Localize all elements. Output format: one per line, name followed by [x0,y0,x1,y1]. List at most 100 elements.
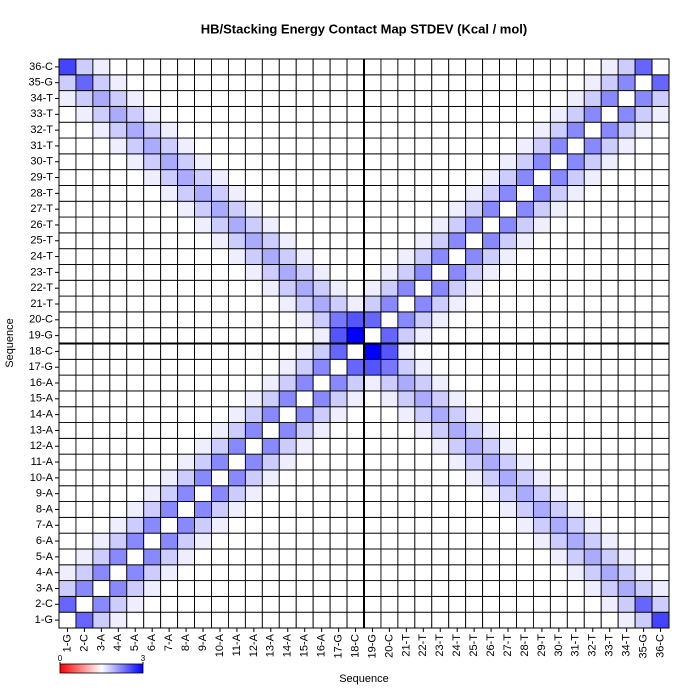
cell [465,564,484,582]
x-tick-label: 22-T [417,634,429,657]
cell [75,548,94,566]
cell [261,343,280,360]
cell [600,279,619,297]
cell [143,374,162,392]
cell [549,406,568,423]
cell [58,469,77,487]
cell [143,485,162,503]
cell [397,422,416,439]
cell [58,548,77,566]
cell [380,311,399,329]
cell [363,184,382,202]
y-tick-label: 22-T [30,282,53,294]
cell [465,248,484,265]
cell [278,153,297,171]
cell [261,279,280,297]
cell [448,232,467,250]
cell [549,422,568,439]
cell [244,564,263,582]
cell [465,501,484,518]
cell [126,153,145,171]
cell [109,548,128,566]
cell [58,58,77,76]
cell [160,184,179,202]
cell [583,200,602,218]
cell [397,390,416,408]
cell [651,358,670,376]
cell [346,200,365,218]
cell [431,611,450,629]
cell [75,611,94,629]
cell [397,184,416,202]
cell [465,327,484,344]
cell [109,153,128,171]
cell [465,374,484,392]
cell [295,184,314,202]
y-tick-label: 23-T [30,266,53,278]
cell [600,58,619,76]
cell [380,216,399,234]
y-tick-label: 4-A [36,567,54,579]
cell [465,532,484,550]
cell [177,469,196,487]
cell [566,311,585,329]
cell [194,580,212,597]
cell [329,279,348,297]
cell [448,169,467,186]
cell [634,548,653,566]
cell [414,390,433,408]
cell [532,216,551,234]
cell [566,184,585,202]
cell [482,74,501,92]
cell [109,279,128,297]
cell [278,311,297,329]
cell [160,311,179,329]
cell [92,453,111,471]
cell [549,105,568,123]
cell [549,390,568,408]
cell [346,595,365,613]
cell [312,390,331,408]
cell [126,564,145,582]
cell [363,200,382,218]
cell [516,485,534,503]
cell [583,422,602,439]
cell [126,74,145,92]
cell [278,327,297,344]
cell [109,169,128,186]
cell [549,343,568,360]
cell [549,437,568,455]
cell [211,532,229,550]
cell [278,548,297,566]
cell [465,121,484,139]
cell [363,169,382,186]
cell [634,184,653,202]
cell [160,327,179,344]
x-tick-label: 25-T [468,634,480,657]
cell [532,90,551,107]
cell [177,279,196,297]
cell [516,343,534,360]
cell [244,406,263,423]
cell [465,453,484,471]
cell [363,564,382,582]
cell [92,390,111,408]
cell [600,532,619,550]
cell [109,469,128,487]
cell [109,358,128,376]
cell [600,105,619,123]
cell [397,532,416,550]
cell [651,232,670,250]
cell [583,279,602,297]
cell [363,74,382,92]
cell [75,295,94,313]
cell [278,90,297,107]
cell [126,184,145,202]
cell [363,390,382,408]
cell [499,516,517,534]
x-tick-label: 18-C [349,634,361,658]
cell [160,390,179,408]
cell [482,516,501,534]
cell [465,137,484,155]
cell [346,105,365,123]
